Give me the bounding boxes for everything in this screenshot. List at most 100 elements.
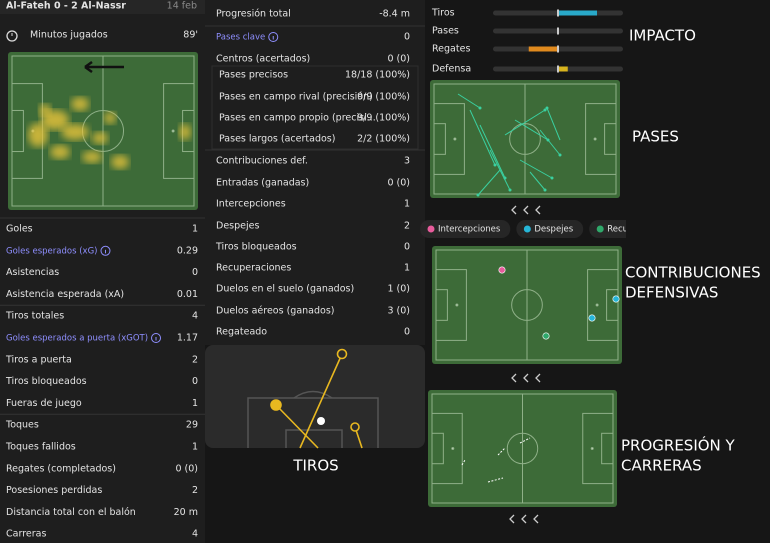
heat-blob bbox=[28, 123, 48, 147]
pass-end bbox=[543, 108, 547, 112]
stopwatch-icon bbox=[6, 30, 18, 42]
goal-box bbox=[435, 289, 448, 321]
stat-label: Tiros bloqueados bbox=[215, 242, 297, 253]
pitch-lines bbox=[11, 55, 195, 207]
stat-value: 4 bbox=[192, 311, 198, 322]
stat-label: Carreras bbox=[6, 529, 46, 540]
carry bbox=[497, 447, 506, 456]
pass bbox=[519, 159, 553, 179]
stat-label: Pases en campo propio (precisi... bbox=[219, 113, 376, 124]
stat-label: Recuperaciones bbox=[216, 263, 291, 274]
stat-value: 0 bbox=[404, 32, 410, 43]
penalty-spot bbox=[595, 303, 599, 307]
pass bbox=[504, 109, 546, 136]
stat-value: 9/9 (100%) bbox=[357, 92, 410, 103]
heat-blob bbox=[92, 132, 108, 144]
heat-blob bbox=[179, 124, 191, 140]
legend-dot bbox=[596, 225, 604, 233]
stat-label: Tiros totales bbox=[5, 311, 64, 322]
section-title: DEFENSIVAS bbox=[625, 284, 718, 302]
carry bbox=[487, 477, 504, 483]
stat-label: Posesiones perdidas bbox=[6, 485, 102, 496]
carry bbox=[519, 437, 531, 444]
section-title: IMPACTO bbox=[629, 27, 696, 45]
goal-box bbox=[11, 109, 24, 153]
stat-value: 0 (0) bbox=[387, 54, 410, 65]
stat-label: Tiros a puerta bbox=[5, 354, 72, 365]
chevron bbox=[535, 373, 541, 383]
stat-label: Intercepciones bbox=[216, 199, 286, 210]
legend-label: Despejes bbox=[534, 225, 573, 235]
chevron bbox=[521, 514, 527, 524]
stat-value: 0 bbox=[404, 327, 410, 338]
stat-value: 0.01 bbox=[177, 289, 198, 300]
pass-end bbox=[476, 193, 480, 197]
stat-label: Duelos aéreos (ganados) bbox=[216, 306, 335, 317]
stat-label: Pases precisos bbox=[219, 70, 288, 81]
center-circle bbox=[511, 289, 543, 321]
middle-panel bbox=[205, 0, 425, 345]
stat-label: Duelos en el suelo (ganados) bbox=[216, 284, 354, 295]
section-title: CONTRIBUCIONES bbox=[625, 264, 761, 282]
pass-end bbox=[550, 176, 554, 180]
impact-label: Pases bbox=[432, 26, 459, 37]
info-icon bbox=[100, 245, 111, 256]
penalty-spot bbox=[590, 447, 594, 450]
stat-value: 3 (0) bbox=[387, 306, 410, 317]
stat-value: 0 bbox=[192, 376, 198, 387]
stat-label: Progresión total bbox=[216, 9, 291, 20]
impact-bar bbox=[558, 10, 597, 16]
direction-arrow bbox=[84, 60, 124, 74]
heat-blob bbox=[111, 155, 129, 169]
pass bbox=[457, 93, 481, 109]
stat-label: Pases clave bbox=[216, 33, 265, 43]
goal-ball bbox=[317, 417, 325, 425]
impact-center bbox=[557, 65, 559, 73]
impact-bar bbox=[528, 46, 558, 52]
stat-value: 2 bbox=[192, 485, 198, 496]
chevron bbox=[509, 514, 515, 524]
stat-value: 2 bbox=[192, 354, 198, 365]
stat-value: 1 bbox=[192, 224, 198, 235]
chevron bbox=[511, 373, 517, 383]
stat-label: Regates (completados) bbox=[6, 463, 116, 474]
chevron bbox=[535, 205, 541, 215]
pitch-lines bbox=[431, 393, 614, 504]
minutes-value: 89' bbox=[183, 30, 198, 41]
stat-value: 18/18 (100%) bbox=[345, 70, 410, 81]
stat-value: 0 (0) bbox=[387, 178, 410, 189]
impact-label: Regates bbox=[432, 44, 470, 55]
defensive-action bbox=[498, 266, 506, 274]
goal-box bbox=[601, 432, 614, 465]
stat-value: 1 (0) bbox=[387, 284, 410, 295]
stat-value: 4 bbox=[192, 529, 198, 540]
carry bbox=[461, 459, 466, 466]
stat-label: Pases largos (acertados) bbox=[219, 134, 335, 145]
legend-label: Intercepciones bbox=[438, 225, 501, 235]
header-bar bbox=[0, 0, 205, 14]
stat-value: 1 bbox=[404, 263, 410, 274]
pass-end bbox=[558, 153, 562, 157]
legend-pill bbox=[516, 220, 584, 238]
stat-value: 2 bbox=[404, 221, 410, 232]
chevron bbox=[523, 373, 529, 383]
section-title: CARRERAS bbox=[621, 457, 702, 475]
pass-end bbox=[543, 188, 547, 192]
heat-blob bbox=[104, 112, 116, 124]
pass-end bbox=[508, 188, 512, 192]
penalty-spot bbox=[593, 137, 597, 141]
stat-label: Regateado bbox=[216, 327, 267, 338]
pass bbox=[479, 124, 506, 179]
pass-end bbox=[478, 106, 482, 110]
pass bbox=[539, 129, 561, 156]
heat-blob bbox=[50, 145, 70, 159]
penalty-spot bbox=[451, 447, 455, 450]
impact-label: Defensa bbox=[432, 64, 471, 75]
match-date: 14 feb bbox=[167, 1, 197, 12]
impact-center bbox=[557, 27, 559, 35]
pass bbox=[546, 107, 561, 141]
shots bbox=[270, 348, 363, 449]
legend-pill bbox=[420, 220, 511, 238]
stat-label: Goles esperados (xG) bbox=[6, 246, 97, 256]
